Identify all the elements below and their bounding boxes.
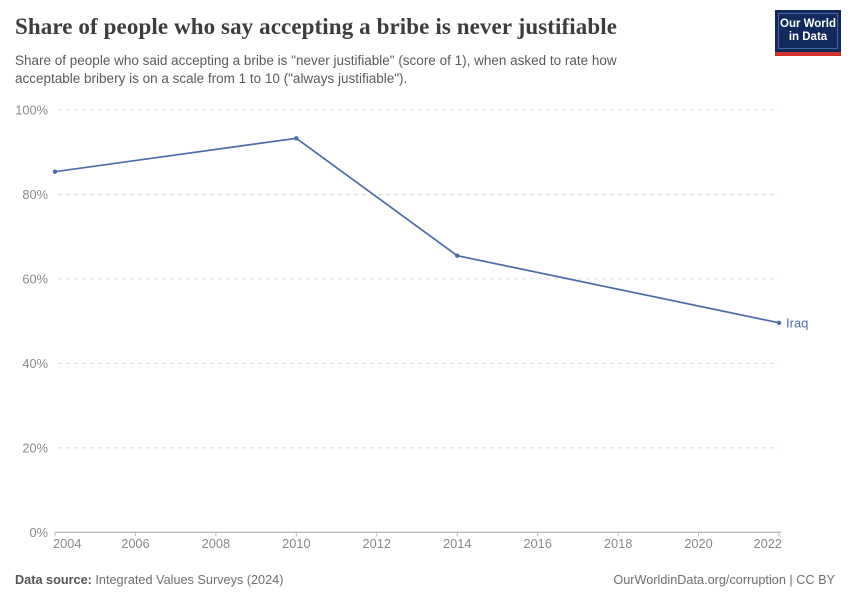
data-point-marker <box>455 253 460 258</box>
y-axis-tick-label: 40% <box>22 356 48 371</box>
credit-text: OurWorldinData.org/corruption | CC BY <box>613 573 835 587</box>
page-title: Share of people who say accepting a brib… <box>15 14 618 39</box>
series-label-iraq: Iraq <box>786 315 808 330</box>
x-axis-tick-label: 2018 <box>604 536 632 551</box>
owid-logo-frame: Our World in Data <box>778 13 838 49</box>
y-axis-tick-label: 100% <box>15 102 48 117</box>
owid-logo-line2: in Data <box>788 31 828 43</box>
owid-logo-line1: Our World <box>780 18 837 30</box>
owid-logo: Our World in Data <box>775 10 841 56</box>
data-point-marker <box>52 169 58 174</box>
x-axis-tick-label: 2006 <box>121 536 149 551</box>
data-source-value: Integrated Values Surveys (2024) <box>91 573 284 587</box>
data-source-label: Data source: <box>15 573 92 587</box>
series-line-iraq <box>54 137 780 324</box>
data-point-marker <box>294 136 299 141</box>
x-axis-tick-label: 2014 <box>443 536 471 551</box>
x-axis-tick-label: 2016 <box>523 536 551 551</box>
y-axis-tick-label: 0% <box>30 525 49 540</box>
y-axis-tick-label: 80% <box>22 187 48 202</box>
data-point-marker <box>776 320 782 326</box>
x-axis-tick-label: 2022 <box>754 536 782 551</box>
data-source: Data source: Integrated Values Surveys (… <box>15 573 283 587</box>
x-axis-tick-label: 2012 <box>363 536 391 551</box>
y-axis-tick-label: 20% <box>22 440 48 455</box>
y-axis-tick-label: 60% <box>22 271 48 286</box>
x-axis-tick-label: 2004 <box>53 536 81 551</box>
x-axis-tick-label: 2010 <box>282 536 310 551</box>
x-axis-tick-label: 2008 <box>202 536 230 551</box>
chart-subtitle: Share of people who said accepting a bri… <box>15 53 617 86</box>
x-axis-tick-label: 2020 <box>684 536 712 551</box>
